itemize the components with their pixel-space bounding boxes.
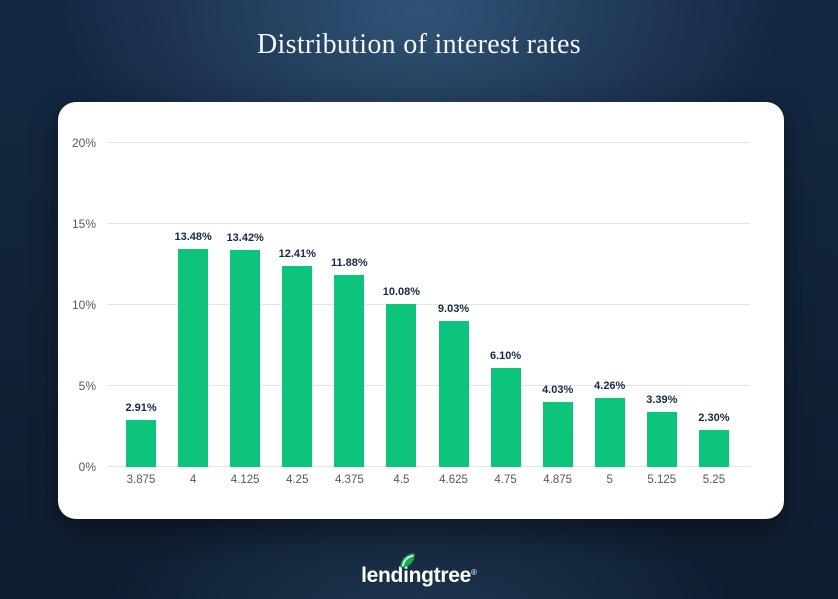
bar: [438, 320, 469, 467]
bar: [698, 429, 729, 467]
bar-slot: 2.30% 5.25: [688, 143, 740, 486]
gridline: [107, 385, 750, 386]
x-axis-tick-label: 4.125: [230, 474, 260, 486]
x-axis-tick-label: 5.25: [702, 474, 726, 486]
x-axis-tick-label: 4.25: [286, 474, 309, 486]
x-axis-tick-label: 5.125: [647, 474, 677, 486]
lendingtree-logo: lendingtree®: [361, 553, 477, 588]
gridline: [107, 466, 750, 467]
logo-text: lendingtree: [361, 564, 471, 587]
registered-mark: ®: [470, 568, 477, 577]
gridline: [107, 304, 750, 305]
bar: [542, 401, 573, 467]
bar-value-label: 4.03%: [542, 383, 574, 396]
x-axis-tick-label: 4: [189, 474, 197, 486]
x-axis-tick-label: 4.625: [439, 474, 468, 486]
bar: [594, 398, 625, 467]
bar-slot: 9.03% 4.625: [427, 143, 479, 486]
x-axis-tick-label: 4.75: [494, 474, 517, 486]
bar-value-label: 2.91%: [125, 401, 157, 414]
bar: [126, 419, 157, 467]
bar-slot: 13.42% 4.125: [219, 143, 271, 486]
bar-slot: 6.10% 4.75: [480, 143, 532, 486]
bar-value-label: 10.08%: [382, 285, 421, 298]
plot-area: 2.91% 3.875 13.48% 4 13.42% 4.125 12.41% 4.25 11…: [72, 136, 750, 486]
bars-row: 2.91% 3.875 13.48% 4 13.42% 4.125 12.41% 4.25 11…: [107, 143, 750, 486]
chart-card: 2.91% 3.875 13.48% 4 13.42% 4.125 12.41% 4.25 11…: [58, 102, 784, 519]
x-axis-tick-label: 5: [606, 474, 613, 486]
bar-value-label: 13.42%: [226, 231, 264, 244]
bar: [178, 248, 209, 467]
x-axis-tick-label: 3.875: [126, 474, 156, 486]
bar-value-label: 6.10%: [489, 350, 522, 363]
y-axis-tick-label: 0%: [78, 460, 96, 474]
bar: [646, 412, 677, 467]
bar: [386, 303, 417, 467]
leaf-icon: [400, 553, 415, 568]
bar-slot: 2.91% 3.875: [115, 143, 167, 486]
x-axis-tick-label: 4.5: [393, 474, 410, 486]
bar-slot: 4.26% 5: [584, 143, 636, 486]
bar-value-label: 12.41%: [278, 247, 316, 260]
bar-value-label: 11.88%: [331, 256, 368, 269]
page-title: Distribution of interest rates: [257, 29, 581, 60]
gridline: [107, 223, 750, 224]
y-axis-tick-label: 15%: [71, 217, 96, 231]
bar-value-label: 13.48%: [174, 230, 212, 243]
bar: [334, 274, 365, 467]
bar-slot: 4.03% 4.875: [532, 143, 584, 486]
bar-slot: 12.41% 4.25: [271, 143, 323, 486]
bar-value-label: 4.26%: [594, 380, 626, 392]
bar-slot: 3.39% 5.125: [636, 143, 688, 486]
bar: [282, 265, 313, 467]
bar: [490, 368, 521, 467]
bar-slot: 10.08% 4.5: [375, 143, 427, 486]
bar-value-label: 9.03%: [437, 302, 470, 315]
bar-slot: 11.88% 4.375: [323, 143, 375, 486]
bar-value-label: 3.39%: [646, 394, 678, 407]
gridline: [107, 142, 750, 143]
bar-value-label: 2.30%: [698, 411, 730, 424]
bar-slot: 13.48% 4: [167, 143, 219, 486]
x-axis-tick-label: 4.875: [543, 474, 573, 486]
y-axis-tick-label: 5%: [78, 379, 96, 393]
y-axis-tick-label: 10%: [71, 298, 96, 312]
y-axis-tick-label: 20%: [71, 136, 96, 150]
bar: [230, 249, 261, 467]
x-axis-tick-label: 4.375: [334, 474, 364, 486]
